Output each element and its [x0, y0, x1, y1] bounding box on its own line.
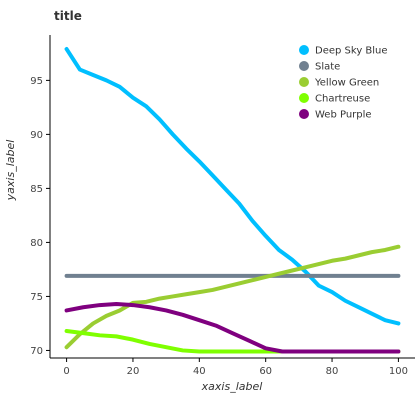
- legend-label: Deep Sky Blue: [315, 46, 388, 57]
- legend-label: Chartreuse: [315, 94, 370, 105]
- x-tick-label: 100: [389, 366, 408, 377]
- legend-swatch: [299, 93, 309, 103]
- y-tick-label: 85: [30, 184, 43, 195]
- series-0: [67, 49, 399, 323]
- y-tick-label: 80: [30, 238, 43, 249]
- legend-swatch: [299, 45, 309, 55]
- x-axis-title: xaxis_label: [201, 380, 263, 393]
- legend-label: Yellow Green: [314, 78, 379, 89]
- legend-label: Web Purple: [315, 110, 372, 121]
- legend: Deep Sky Blue Slate Yellow Green Chartreuse…: [299, 45, 388, 121]
- y-tick-label: 75: [30, 292, 43, 303]
- legend-swatch: [299, 61, 309, 71]
- legend-swatch: [299, 109, 309, 119]
- x-tick-label: 60: [259, 366, 272, 377]
- legend-label: Slate: [315, 62, 340, 73]
- y-axis-title: yaxis_label: [4, 140, 17, 202]
- x-tick-label: 20: [127, 366, 140, 377]
- x-tick-label: 40: [193, 366, 206, 377]
- y-tick-label: 95: [30, 76, 43, 87]
- x-tick-label: 0: [63, 366, 69, 377]
- chart-title: title: [54, 9, 82, 23]
- legend-swatch: [299, 77, 309, 87]
- y-tick-label: 70: [30, 346, 43, 357]
- x-tick-label: 80: [326, 366, 339, 377]
- y-tick-label: 90: [30, 130, 43, 141]
- series-line: [67, 49, 399, 323]
